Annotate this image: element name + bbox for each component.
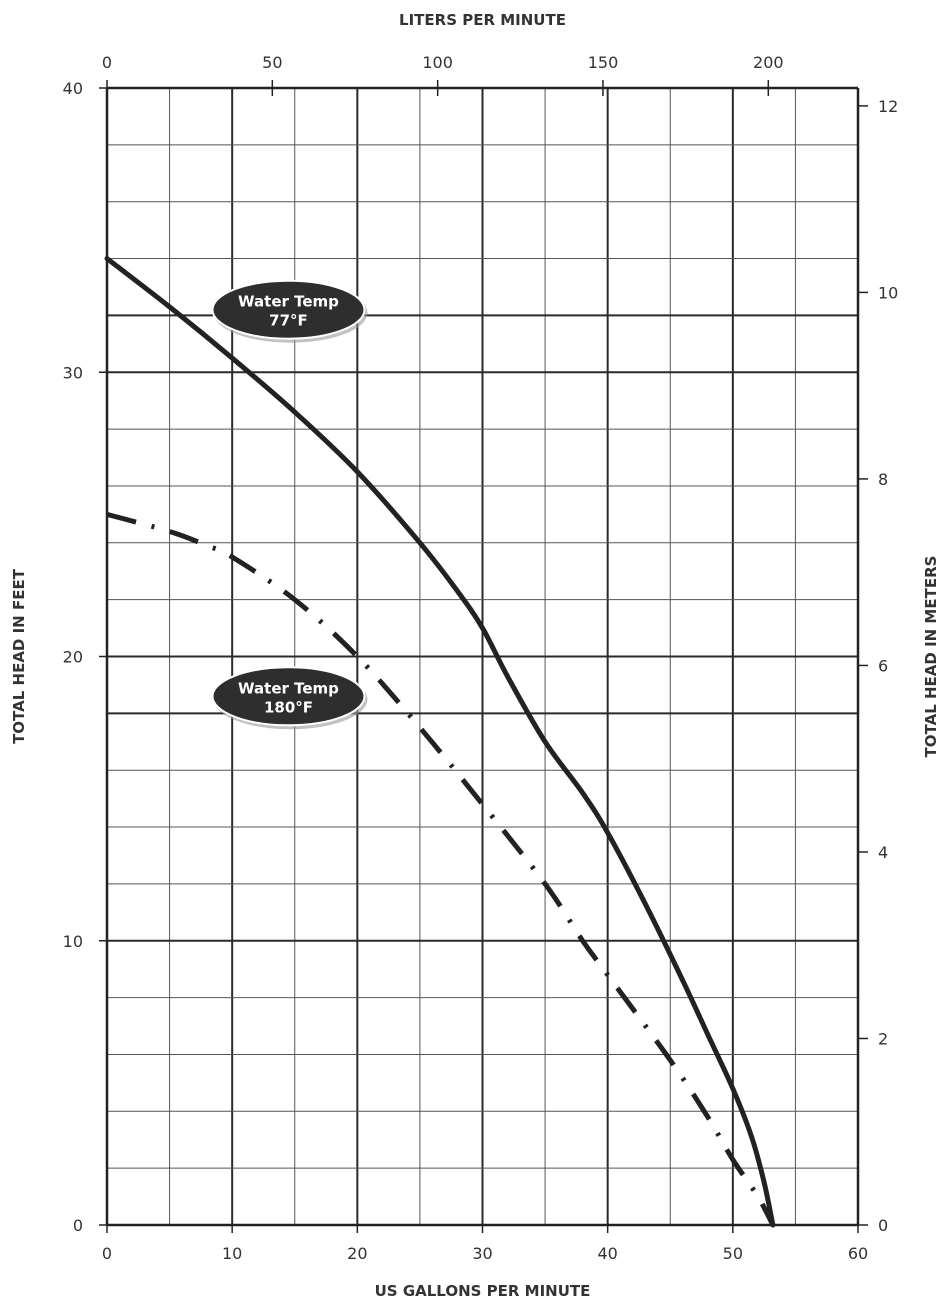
annotation-line1: Water Temp <box>238 293 339 311</box>
y2-axis-title: TOTAL HEAD IN METERS <box>922 556 940 758</box>
series-line-77f <box>104 256 776 1228</box>
annotation-line1: Water Temp <box>238 679 339 697</box>
x-tick-label: 30 <box>472 1244 492 1263</box>
x-axis-title: US GALLONS PER MINUTE <box>375 1282 591 1300</box>
x-tick-label: 50 <box>723 1244 743 1263</box>
x2-tick-label: 200 <box>753 53 784 72</box>
x-tick-label: 20 <box>347 1244 367 1263</box>
x2-tick-label: 150 <box>588 53 619 72</box>
annotation-bubble <box>211 666 366 727</box>
y2-tick-label: 6 <box>878 656 888 675</box>
x2-tick-label: 0 <box>102 53 112 72</box>
y2-tick-label: 8 <box>878 470 888 489</box>
y2-tick-label: 2 <box>878 1029 888 1048</box>
annotation-bubble <box>211 279 366 340</box>
y2-tick-label: 0 <box>878 1216 888 1235</box>
x2-tick-label: 100 <box>422 53 453 72</box>
annotation-line2: 180°F <box>264 698 313 716</box>
y-tick-label: 30 <box>63 363 83 382</box>
x2-axis-title: LITERS PER MINUTE <box>399 11 566 29</box>
y-tick-label: 40 <box>63 79 83 98</box>
x-tick-label: 40 <box>597 1244 617 1263</box>
y2-tick-label: 12 <box>878 97 898 116</box>
x-tick-label: 60 <box>848 1244 868 1263</box>
x-tick-label: 0 <box>102 1244 112 1263</box>
labels: 0 10 20 30 40 50 60 0 10 20 30 40 0 50 100 150 200 0 2 4 6 8 1… <box>10 11 940 1300</box>
y-tick-label: 10 <box>63 932 83 951</box>
axes <box>99 80 868 1233</box>
y-tick-label: 0 <box>73 1216 83 1235</box>
annotation-line2: 77°F <box>269 312 308 330</box>
x2-tick-label: 50 <box>262 53 282 72</box>
series <box>104 256 776 1228</box>
series-line-180f <box>106 511 776 1227</box>
y-tick-label: 20 <box>63 648 83 667</box>
x-tick-label: 10 <box>222 1244 242 1263</box>
grid <box>106 87 859 1226</box>
y-axis-title: TOTAL HEAD IN FEET <box>10 568 28 744</box>
y2-tick-label: 4 <box>878 843 888 862</box>
y2-tick-label: 10 <box>878 283 898 302</box>
